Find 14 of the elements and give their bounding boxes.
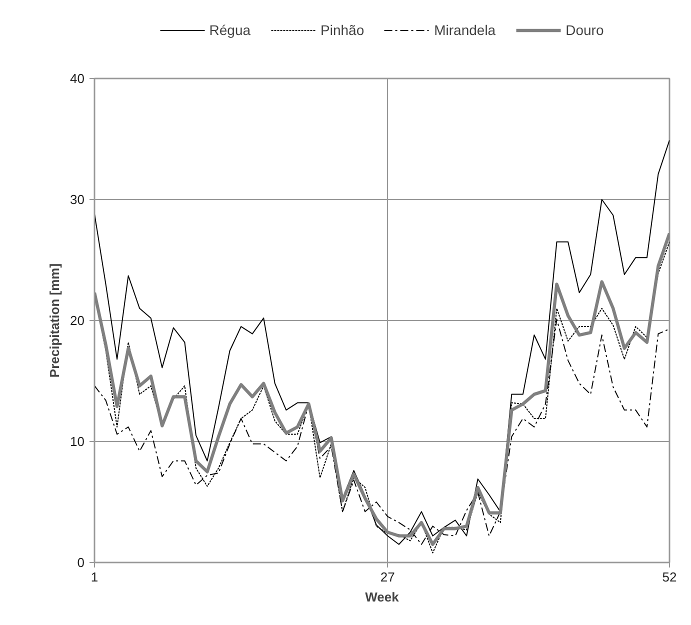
legend-label: Mirandela bbox=[434, 22, 496, 38]
x-tick-label: 27 bbox=[380, 570, 395, 584]
x-tick-label: 1 bbox=[90, 570, 98, 584]
y-axis-title: Precipitation [mm] bbox=[47, 263, 62, 378]
y-tick-label: 0 bbox=[77, 555, 85, 570]
legend-label: Pinhão bbox=[320, 22, 364, 38]
y-tick-label: 20 bbox=[70, 313, 85, 328]
y-tick-label: 30 bbox=[70, 192, 85, 207]
x-axis-title: Week bbox=[365, 590, 400, 604]
legend-label: Régua bbox=[209, 22, 251, 38]
x-tick-label: 52 bbox=[662, 570, 677, 584]
y-tick-label: 40 bbox=[70, 71, 85, 86]
y-tick-label: 10 bbox=[70, 434, 85, 449]
legend-label: Douro bbox=[566, 22, 604, 38]
